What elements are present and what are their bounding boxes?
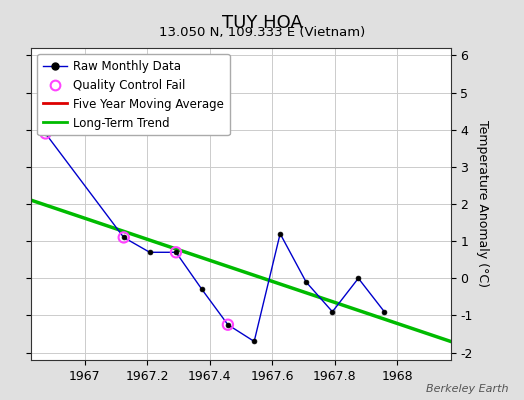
Point [224,322,232,328]
Legend: Raw Monthly Data, Quality Control Fail, Five Year Moving Average, Long-Term Tren: Raw Monthly Data, Quality Control Fail, … [37,54,230,136]
Point [172,249,180,256]
Text: TUY HOA: TUY HOA [222,14,302,32]
Y-axis label: Temperature Anomaly (°C): Temperature Anomaly (°C) [476,120,489,288]
Text: 13.050 N, 109.333 E (Vietnam): 13.050 N, 109.333 E (Vietnam) [159,26,365,39]
Point [41,130,50,137]
Text: Berkeley Earth: Berkeley Earth [426,384,508,394]
Point [119,234,128,241]
